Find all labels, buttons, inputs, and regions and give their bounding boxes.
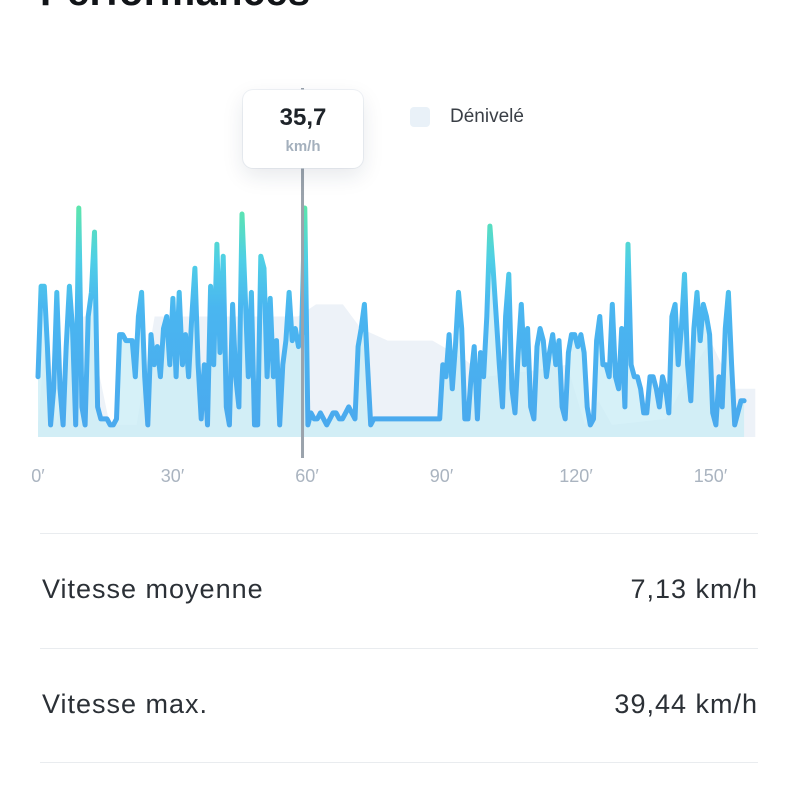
tooltip-value: 35,7 xyxy=(279,104,327,131)
legend-elevation-swatch xyxy=(410,107,430,127)
chart-legend: e Dénivelé xyxy=(0,102,800,132)
x-tick-label: 150′ xyxy=(694,466,728,486)
x-tick-label: 90′ xyxy=(430,466,454,486)
legend-elevation-label: Dénivelé xyxy=(450,106,524,127)
x-tick-label: 60′ xyxy=(295,466,319,486)
stat-label: Vitesse max. xyxy=(42,688,209,719)
stat-label: Vitesse moyenne xyxy=(42,573,264,604)
tooltip-unit: km/h xyxy=(285,138,321,155)
divider xyxy=(40,648,758,649)
x-tick-label: 120′ xyxy=(559,466,593,486)
x-tick-label: 30′ xyxy=(161,466,185,486)
stat-value: 39,44 km/h xyxy=(614,688,758,719)
page-title: Performances xyxy=(40,0,310,15)
speed-tooltip: 35,7 km/h xyxy=(243,90,363,168)
stat-row-max-speed: Vitesse max. 39,44 km/h xyxy=(42,684,758,724)
speed-line xyxy=(35,205,747,428)
stat-value: 7,13 km/h xyxy=(630,573,758,604)
speed-elevation-chart[interactable]: 0′ 30′ 60′ 90′ 120′ 150′ xyxy=(0,0,800,500)
x-tick-label: 0′ xyxy=(31,466,45,486)
divider xyxy=(40,762,758,763)
stat-row-average-speed: Vitesse moyenne 7,13 km/h xyxy=(42,569,758,609)
divider xyxy=(40,533,758,534)
legend-elevation-item: Dénivelé xyxy=(410,106,524,128)
